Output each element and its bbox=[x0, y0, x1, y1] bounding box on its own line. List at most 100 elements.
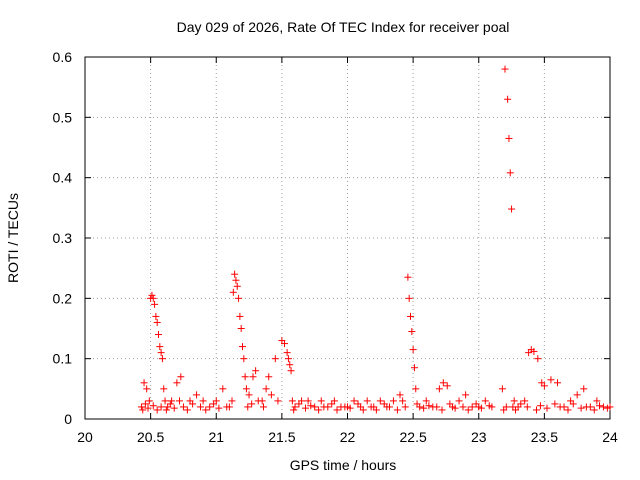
data-point bbox=[408, 328, 416, 336]
y-tick-label: 0 bbox=[64, 411, 72, 427]
data-point bbox=[286, 361, 294, 369]
x-tick-label: 20 bbox=[77, 429, 93, 445]
data-point bbox=[215, 404, 223, 412]
data-point bbox=[506, 169, 514, 177]
data-point bbox=[521, 397, 529, 405]
data-point bbox=[141, 400, 149, 408]
data-point bbox=[240, 355, 248, 363]
data-point bbox=[274, 397, 282, 405]
data-point bbox=[573, 391, 581, 399]
data-point bbox=[512, 406, 519, 414]
data-point bbox=[328, 400, 336, 408]
data-point bbox=[412, 385, 420, 393]
data-point bbox=[577, 404, 585, 412]
data-point bbox=[155, 331, 162, 339]
data-point bbox=[485, 402, 493, 410]
data-point bbox=[530, 347, 538, 355]
y-tick-label: 0.2 bbox=[53, 290, 73, 306]
data-point bbox=[210, 400, 218, 408]
data-point bbox=[523, 403, 531, 411]
data-point bbox=[241, 373, 249, 381]
y-tick-label: 0.1 bbox=[53, 351, 73, 367]
data-point bbox=[556, 403, 564, 411]
data-point bbox=[252, 367, 260, 375]
data-point bbox=[376, 397, 384, 405]
data-point bbox=[206, 403, 214, 411]
x-tick-label: 21.5 bbox=[268, 429, 295, 445]
data-point bbox=[233, 282, 241, 290]
data-point bbox=[372, 406, 380, 414]
data-point bbox=[140, 379, 148, 387]
x-tick-label: 22 bbox=[340, 429, 356, 445]
x-axis-label: GPS time / hours bbox=[290, 457, 397, 473]
data-point bbox=[580, 385, 588, 393]
data-point bbox=[284, 355, 292, 363]
data-point bbox=[244, 403, 252, 411]
data-point bbox=[242, 385, 250, 393]
data-point bbox=[543, 404, 551, 412]
data-point bbox=[153, 318, 161, 326]
data-point bbox=[317, 397, 325, 405]
y-axis-label: ROTI / TECUs bbox=[5, 193, 21, 283]
data-point bbox=[386, 403, 393, 411]
data-point bbox=[229, 288, 237, 296]
data-point bbox=[283, 349, 291, 357]
data-point bbox=[254, 397, 262, 405]
data-point bbox=[564, 406, 572, 414]
data-point bbox=[481, 397, 489, 405]
data-point bbox=[199, 397, 207, 405]
data-point bbox=[143, 385, 151, 393]
data-point bbox=[446, 400, 454, 408]
data-point bbox=[451, 404, 459, 412]
data-point bbox=[422, 397, 430, 405]
data-point bbox=[333, 406, 341, 414]
data-point bbox=[320, 403, 328, 411]
data-point bbox=[420, 404, 428, 412]
tick-layer: 20 20.5 21 21.5 22 22.5 23 23.5 24 0 0.1 0.2 0.3 0.4 0… bbox=[53, 49, 618, 445]
y-tick-label: 0.6 bbox=[53, 49, 73, 65]
data-point bbox=[540, 382, 548, 390]
data-point bbox=[183, 406, 191, 414]
x-tick-label: 23 bbox=[471, 429, 487, 445]
data-point bbox=[197, 403, 204, 411]
x-tick-label: 23.5 bbox=[531, 429, 558, 445]
y-tick-label: 0.4 bbox=[53, 170, 73, 186]
data-point bbox=[464, 406, 472, 414]
data-point bbox=[145, 397, 153, 405]
data-point bbox=[151, 300, 159, 308]
data-point bbox=[410, 364, 418, 372]
data-point bbox=[367, 403, 375, 411]
x-tick-label: 20.5 bbox=[137, 429, 164, 445]
y-tick-label: 0.5 bbox=[53, 109, 73, 125]
data-point bbox=[248, 400, 256, 408]
data-point bbox=[137, 403, 145, 411]
grid-layer bbox=[85, 57, 610, 419]
data-point bbox=[510, 397, 518, 405]
data-point bbox=[166, 400, 174, 408]
data-point bbox=[409, 346, 417, 354]
data-point bbox=[232, 276, 240, 284]
data-point bbox=[179, 403, 187, 411]
data-point bbox=[462, 391, 470, 399]
data-point bbox=[144, 404, 152, 412]
data-point bbox=[498, 385, 506, 393]
data-point bbox=[148, 291, 156, 299]
data-point bbox=[547, 376, 555, 384]
data-point bbox=[533, 406, 540, 414]
data-point bbox=[505, 134, 513, 142]
data-point bbox=[177, 373, 185, 381]
data-point bbox=[290, 406, 298, 414]
data-point bbox=[315, 406, 323, 414]
data-point bbox=[593, 397, 601, 405]
data-point bbox=[399, 397, 407, 405]
chart-title: Day 029 of 2026, Rate Of TEC Index for r… bbox=[177, 19, 510, 35]
data-point bbox=[249, 373, 257, 381]
data-point bbox=[603, 404, 611, 412]
data-point bbox=[149, 402, 157, 410]
data-point bbox=[288, 397, 296, 405]
data-point bbox=[295, 400, 303, 408]
data-point bbox=[554, 379, 561, 387]
data-point bbox=[396, 391, 404, 399]
points-layer bbox=[137, 65, 614, 414]
